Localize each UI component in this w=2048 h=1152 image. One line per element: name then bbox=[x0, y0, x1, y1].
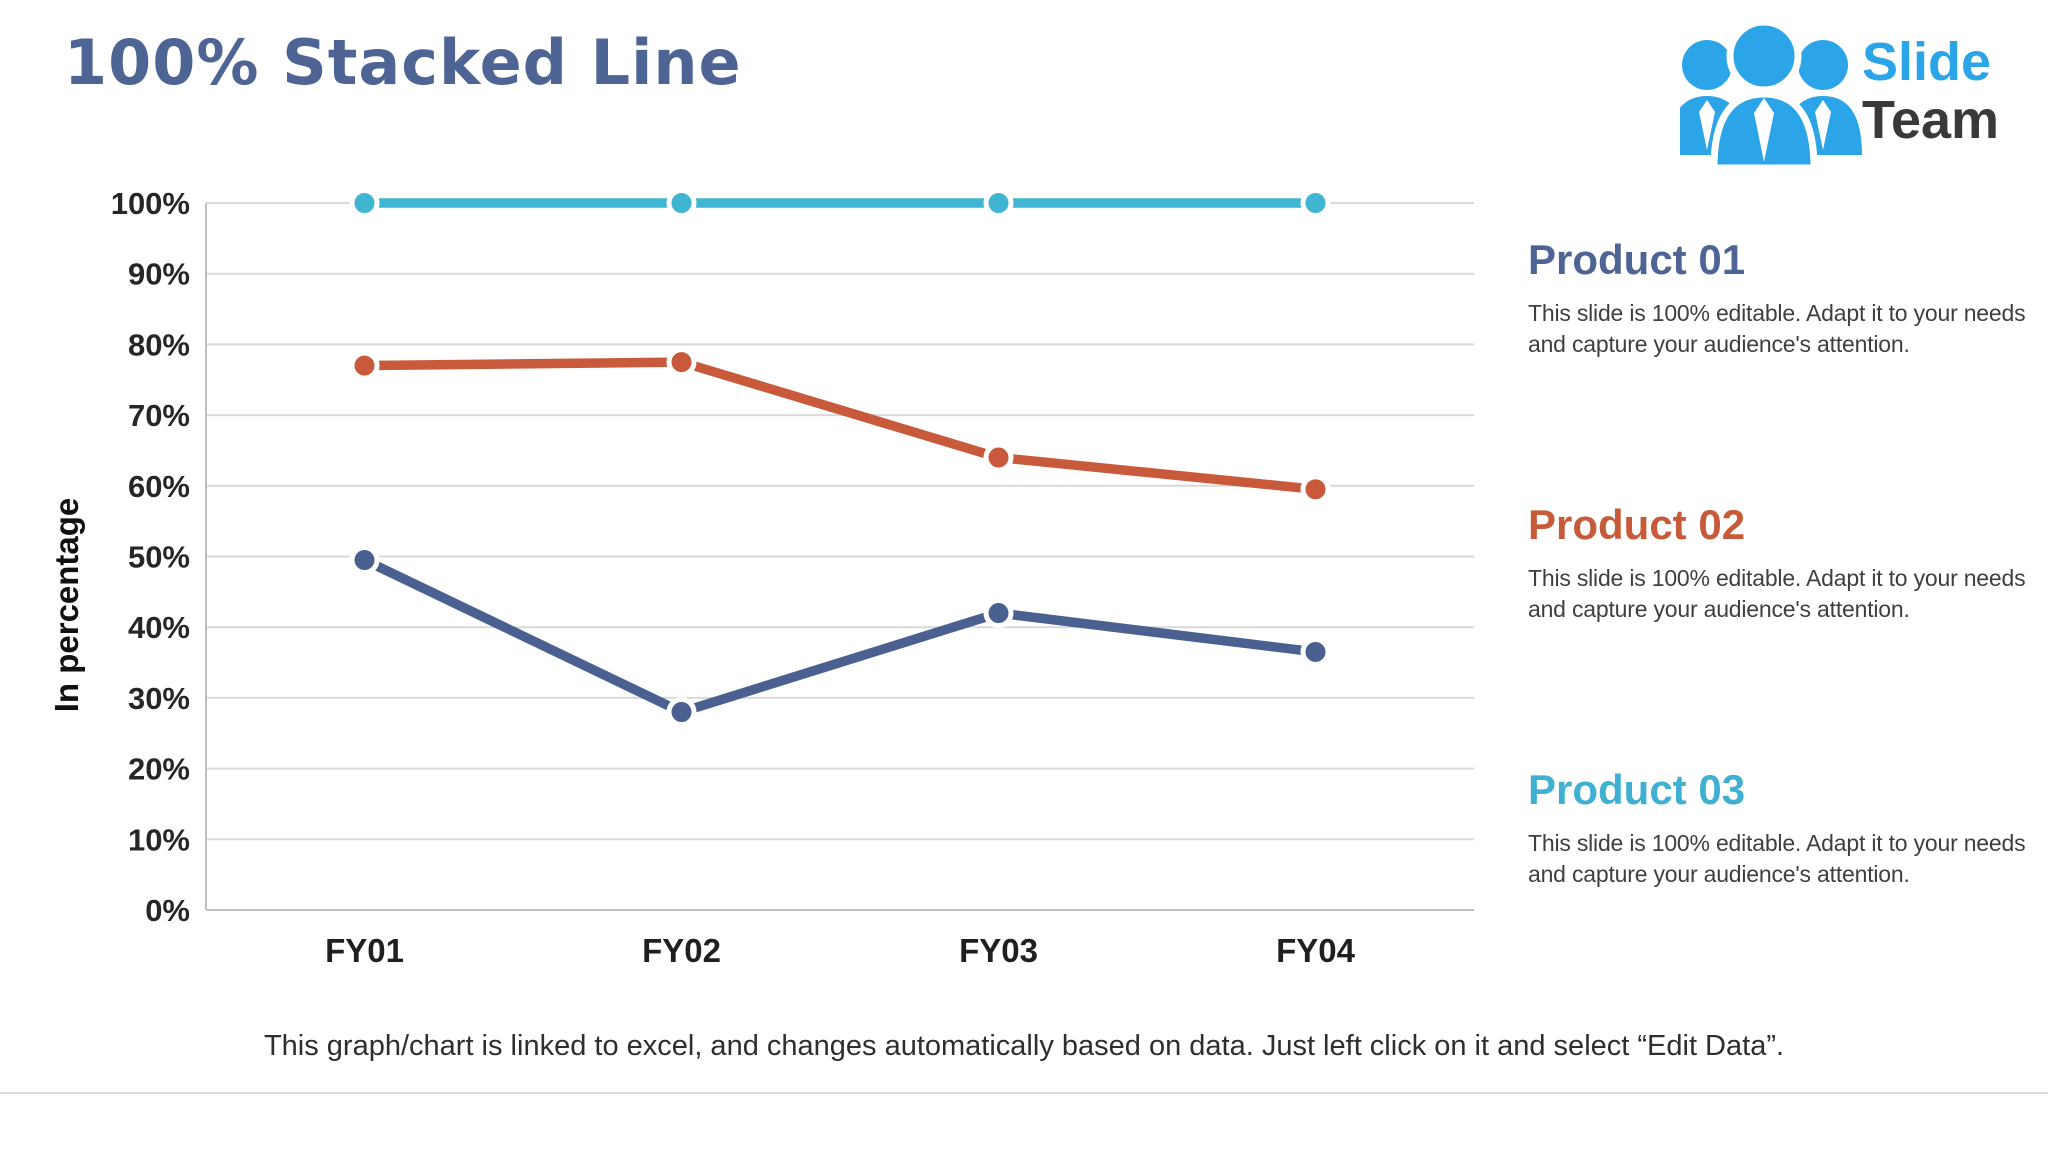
x-tick-label: FY03 bbox=[959, 932, 1038, 969]
series-line bbox=[362, 555, 1317, 718]
data-point-marker bbox=[349, 545, 380, 576]
product-02-heading: Product 02 bbox=[1528, 501, 1746, 548]
y-tick-label: 80% bbox=[128, 327, 190, 362]
data-point-marker bbox=[349, 188, 380, 218]
people-icon bbox=[1680, 18, 1862, 168]
edit-data-note: This graph/chart is linked to excel, and… bbox=[263, 1030, 1785, 1062]
legend-product-03: Product 03 This slide is 100% editable. … bbox=[1528, 766, 2048, 890]
product-03-description: This slide is 100% editable. Adapt it to… bbox=[1528, 830, 2026, 888]
data-point-marker bbox=[1300, 474, 1331, 505]
x-tick-label: FY04 bbox=[1276, 932, 1356, 969]
y-tick-label: 10% bbox=[128, 822, 190, 857]
data-point-marker bbox=[983, 598, 1014, 629]
data-point-marker bbox=[983, 442, 1014, 473]
y-tick-label: 60% bbox=[128, 469, 190, 504]
bottom-divider bbox=[0, 1092, 2048, 1094]
data-point-marker bbox=[666, 697, 697, 728]
logo-slide-text: Slide bbox=[1862, 32, 1991, 92]
y-tick-label: 40% bbox=[128, 610, 190, 645]
data-point-marker bbox=[1300, 636, 1331, 667]
data-point-marker bbox=[1300, 188, 1331, 218]
y-tick-label: 100% bbox=[111, 186, 190, 221]
logo-team-text: Team bbox=[1862, 90, 1999, 150]
x-tick-label: FY02 bbox=[642, 932, 721, 969]
legend-product-02: Product 02 This slide is 100% editable. … bbox=[1528, 501, 2048, 625]
y-tick-label: 90% bbox=[128, 257, 190, 292]
y-tick-label: 20% bbox=[128, 752, 190, 787]
y-tick-label: 30% bbox=[128, 681, 190, 716]
series-line bbox=[364, 357, 1316, 495]
slideteam-logo: Slide Team bbox=[1680, 18, 1999, 168]
product-02-description: This slide is 100% editable. Adapt it to… bbox=[1528, 565, 2026, 623]
page-title: 100% Stacked Line bbox=[64, 26, 742, 99]
product-01-description: This slide is 100% editable. Adapt it to… bbox=[1528, 300, 2026, 358]
data-point-marker bbox=[349, 350, 380, 381]
data-point-marker bbox=[666, 188, 697, 218]
y-tick-label: 50% bbox=[128, 540, 190, 575]
product-03-heading: Product 03 bbox=[1528, 766, 1746, 813]
legend-product-01: Product 01 This slide is 100% editable. … bbox=[1528, 236, 2048, 360]
x-tick-label: FY01 bbox=[325, 932, 404, 969]
product-01-heading: Product 01 bbox=[1528, 236, 1746, 283]
data-point-marker bbox=[666, 347, 697, 378]
y-tick-label: 0% bbox=[145, 893, 190, 928]
data-point-marker bbox=[983, 188, 1014, 218]
y-axis-title: In percentage bbox=[48, 498, 85, 713]
y-tick-label: 70% bbox=[128, 398, 190, 433]
